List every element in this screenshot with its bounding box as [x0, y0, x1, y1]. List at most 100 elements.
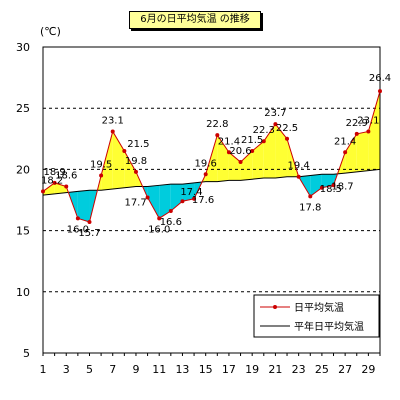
x-tick-label: 19 [245, 363, 259, 376]
data-label: 16.6 [160, 217, 182, 228]
data-label: 18.7 [331, 181, 353, 192]
daily-temperature-point [122, 149, 127, 154]
daily-temperature-point [331, 183, 336, 188]
data-label: 22.3 [253, 125, 275, 136]
data-label: 15.7 [78, 228, 100, 239]
daily-temperature-point [133, 169, 138, 174]
daily-temperature-point [192, 196, 197, 201]
legend-label-daily: 日平均気温 [294, 301, 344, 314]
data-label: 21.5 [127, 139, 149, 150]
legend-label-normal: 平年日平均気温 [294, 320, 364, 333]
fill-segment [321, 174, 334, 188]
data-label: 21.4 [218, 136, 240, 147]
x-tick-label: 17 [222, 363, 236, 376]
daily-temperature-point [87, 220, 92, 225]
x-tick-label: 23 [292, 363, 306, 376]
daily-temperature-point [41, 189, 45, 194]
data-label: 22.9 [346, 118, 368, 129]
plot-frame [42, 46, 381, 354]
fill-segment [112, 131, 125, 189]
daily-temperature-point [319, 185, 324, 190]
data-label: 23.1 [357, 115, 379, 126]
fill-segment [240, 151, 253, 181]
data-label: 21.4 [334, 136, 356, 147]
fill-segment [77, 190, 90, 223]
daily-temperature-point [215, 133, 220, 138]
x-tick-label: 29 [361, 363, 375, 376]
data-label: 20.6 [229, 146, 251, 157]
daily-temperature-point [378, 89, 382, 94]
fill-segment [228, 152, 241, 181]
data-label: 23.1 [102, 115, 124, 126]
fill-segment [368, 91, 380, 171]
x-tick-label: 5 [86, 363, 93, 376]
daily-temperature-point [285, 136, 290, 141]
data-label: 21.5 [241, 135, 263, 146]
data-label: 18.5 [320, 184, 342, 195]
data-label: 19.8 [125, 156, 147, 167]
daily-temperature-point [273, 122, 278, 127]
x-tick-label: 25 [315, 363, 329, 376]
data-label: 19.5 [90, 160, 112, 171]
fill-segment [356, 131, 369, 172]
legend-marker-daily [273, 305, 277, 309]
y-tick-label: 10 [16, 286, 30, 299]
x-tick-label: 13 [175, 363, 189, 376]
daily-temperature-point [261, 139, 266, 144]
data-label: 22.5 [276, 123, 298, 134]
daily-temperature-point [250, 149, 255, 154]
daily-temperature-point [157, 216, 162, 221]
daily-temperature-point [168, 209, 173, 214]
fill-segment [275, 124, 288, 178]
fill-segment [159, 184, 171, 219]
data-label: 23.7 [264, 108, 286, 119]
daily-temperature-point [64, 184, 69, 189]
fill-segment [147, 185, 160, 219]
data-label: 18.6 [55, 171, 77, 182]
data-label: 16.0 [67, 224, 89, 235]
fill-segment [217, 135, 229, 182]
chart-title: 6月の日平均気温 の推移 [129, 11, 261, 29]
daily-temperature-point [226, 150, 231, 155]
data-label: 19.4 [288, 161, 310, 172]
fill-segment [252, 141, 264, 180]
data-label: 18.9 [43, 167, 65, 178]
fill-segment [310, 174, 322, 197]
x-tick-label: 7 [109, 363, 116, 376]
y-tick-label: 20 [16, 163, 30, 176]
daily-temperature-point [238, 160, 243, 165]
daily-temperature-point [203, 172, 208, 177]
x-tick-label: 3 [63, 363, 70, 376]
daily-temperature-point [99, 173, 104, 178]
y-tick-label: 30 [16, 41, 30, 54]
fill-segment [124, 151, 136, 188]
daily-temperature-point [296, 174, 301, 179]
daily-temperature-point [145, 195, 150, 200]
fill-segment [205, 135, 218, 182]
daily-temperature-point [308, 194, 313, 199]
daily-temperature-point [180, 199, 185, 204]
daily-temperature-point [52, 180, 57, 185]
x-tick-label: 27 [338, 363, 352, 376]
data-label: 19.6 [195, 158, 217, 169]
daily-temperature-point [343, 150, 348, 155]
normal-temperature-line [42, 168, 381, 196]
data-label: 17.8 [299, 202, 321, 213]
x-tick-label: 15 [199, 363, 213, 376]
fill-segment [170, 184, 183, 212]
daily-temperature-point [366, 129, 371, 134]
data-label: 17.4 [180, 187, 202, 198]
fill-segment [345, 133, 357, 174]
y-tick-label: 15 [16, 225, 30, 238]
y-tick-label: 25 [16, 102, 30, 115]
y-axis-unit-label: (℃) [40, 25, 61, 38]
daily-temperature-point [75, 216, 80, 221]
x-tick-label: 21 [268, 363, 282, 376]
data-label: 17.7 [124, 198, 146, 209]
legend-box [253, 294, 380, 338]
data-label: 18.2 [41, 175, 63, 186]
data-label: 16.0 [148, 224, 170, 235]
data-label: 22.8 [206, 119, 228, 130]
grid-layer [43, 107, 380, 293]
